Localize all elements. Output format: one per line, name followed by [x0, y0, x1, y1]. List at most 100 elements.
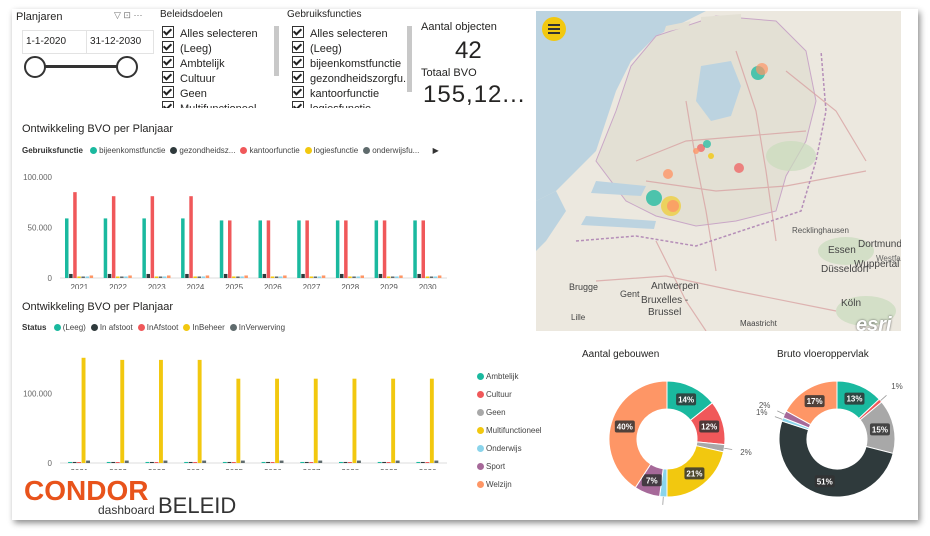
bar — [399, 275, 403, 278]
legend-item[interactable]: InVerwerving — [229, 323, 285, 332]
beleidsdoelen-scrollbar[interactable] — [274, 26, 279, 76]
legend-item[interactable]: InAfstoot — [137, 323, 178, 332]
category-legend-item[interactable]: Geen — [477, 408, 506, 417]
bar — [421, 220, 425, 278]
checkbox-checked-icon[interactable] — [292, 41, 304, 53]
data-label: 13% — [846, 395, 862, 404]
checkbox-checked-icon[interactable] — [162, 71, 174, 83]
bar — [128, 275, 132, 278]
x-tick-label: 2022 — [109, 283, 127, 289]
legend-item[interactable]: kantoorfunctie — [240, 146, 300, 155]
checkbox-checked-icon[interactable] — [292, 56, 304, 68]
bar — [309, 462, 314, 463]
bar — [420, 461, 425, 463]
checkbox-checked-icon[interactable] — [162, 41, 174, 53]
map-visual[interactable]: Recklinghausen Essen Dortmund Wuppertal … — [536, 11, 901, 331]
y-tick-label: 50.000 — [28, 224, 53, 233]
beleidsdoelen-option[interactable]: Ambtelijk — [162, 56, 225, 70]
range-end-handle[interactable] — [116, 56, 138, 78]
range-start-handle[interactable] — [24, 56, 46, 78]
gebruiksfuncties-option[interactable]: kantoorfunctie — [292, 86, 379, 100]
legend-label: onderwijsfu... — [372, 146, 420, 155]
gebruiksfuncties-option[interactable]: (Leeg) — [292, 41, 342, 55]
legend-item[interactable]: (Leeg) — [53, 323, 86, 332]
bar — [185, 273, 189, 278]
chart2-legend: Status (Leeg) In afstoot InAfstoot InBeheer… — [22, 323, 290, 332]
bar — [270, 276, 275, 278]
legend-item[interactable]: logiesfunctie — [304, 146, 358, 155]
checkbox-checked-icon[interactable] — [162, 56, 174, 68]
gebruiksfuncties-option[interactable]: bijeenkomstfunctie — [292, 56, 401, 70]
legend-item[interactable]: In afstoot — [90, 323, 133, 332]
donut1-title: Aantal gebouwen — [582, 349, 660, 360]
beleidsdoelen-option[interactable]: Geen — [162, 86, 207, 100]
legend-dot-icon — [477, 445, 484, 452]
category-legend-item[interactable]: Multifunctioneel — [477, 426, 542, 435]
bar — [434, 460, 439, 463]
bar — [275, 378, 279, 463]
leader-line — [774, 416, 783, 420]
legend-dot-icon — [229, 324, 237, 331]
chart1-title: Ontwikkeling BVO per Planjaar — [22, 123, 174, 135]
gebruiksfuncties-option[interactable]: Alles selecteren — [292, 26, 388, 40]
data-label-bg — [614, 420, 635, 433]
gebruiksfuncties-option-label: kantoorfunctie — [310, 88, 380, 100]
bar — [382, 461, 387, 463]
checkbox-checked-icon[interactable] — [162, 86, 174, 98]
bar — [124, 460, 129, 463]
bar — [356, 276, 360, 278]
category-legend-item[interactable]: Ambtelijk — [477, 372, 518, 381]
legend-item[interactable]: gezondheidsz... — [170, 146, 235, 155]
legend-item[interactable]: InBeheer — [183, 323, 225, 332]
legend-item[interactable]: onderwijsfu... — [363, 146, 419, 155]
data-label: 1% — [756, 408, 768, 417]
legend-dot-icon — [477, 481, 484, 488]
legend-dot-icon — [90, 324, 98, 331]
legend-item[interactable]: bijeenkomstfunctie — [90, 146, 165, 155]
bar — [374, 220, 379, 278]
beleidsdoelen-list: Alles selecteren (Leeg) Ambtelijk Cultuur Ge… — [162, 26, 280, 108]
map-menu-button[interactable] — [542, 17, 566, 41]
data-label-bg — [684, 467, 705, 480]
beleidsdoelen-option[interactable]: Multifunctioneel — [162, 101, 256, 108]
end-date-input[interactable]: 31-12-2030 — [86, 30, 154, 54]
bar — [433, 276, 438, 278]
bar — [65, 218, 69, 278]
checkbox-checked-icon[interactable] — [292, 101, 304, 108]
map-label: Düsseldorf — [821, 264, 869, 275]
x-tick-label: 2023 — [148, 468, 166, 470]
legend-label: bijeenkomstfunctie — [99, 146, 166, 155]
beleidsdoelen-option[interactable]: Alles selecteren — [162, 26, 258, 40]
gebruiksfuncties-option[interactable]: logiesfunctie — [292, 101, 371, 108]
legend-next-arrow-icon[interactable]: ▶ — [432, 146, 439, 155]
start-date-input[interactable]: 1-1-2020 — [22, 30, 88, 54]
x-tick-label: 2021 — [70, 283, 88, 289]
slicer-header-icons[interactable]: ▽ ⊡ ⋯ — [114, 10, 143, 20]
beleidsdoelen-option[interactable]: (Leeg) — [162, 41, 212, 55]
beleidsdoelen-option[interactable]: Cultuur — [162, 71, 215, 85]
checkbox-checked-icon[interactable] — [292, 26, 304, 38]
beleidsdoelen-title: Beleidsdoelen — [160, 9, 223, 20]
bar — [391, 378, 396, 463]
x-tick-label: 2022 — [109, 468, 127, 470]
gebruiksfuncties-scrollbar[interactable] — [407, 26, 412, 92]
data-label: 21% — [686, 469, 702, 478]
category-legend-item[interactable]: Cultuur — [477, 390, 512, 399]
category-legend-item[interactable]: Sport — [477, 462, 505, 471]
category-legend-item[interactable]: Welzijn — [477, 480, 512, 489]
legend-label: Welzijn — [486, 480, 512, 489]
category-legend-item[interactable]: Onderwijs — [477, 444, 522, 453]
bar — [111, 196, 116, 278]
checkbox-checked-icon[interactable] — [162, 26, 174, 38]
x-tick-label: 2025 — [225, 283, 243, 289]
checkbox-checked-icon[interactable] — [292, 71, 304, 83]
beleidsdoelen-option-label: Multifunctioneel — [180, 103, 256, 108]
legend-label: In afstoot — [99, 323, 133, 332]
bar — [236, 378, 241, 463]
bar — [77, 462, 81, 463]
gebruiksfuncties-option[interactable]: gezondheidszorgfu... — [292, 71, 410, 85]
checkbox-checked-icon[interactable] — [292, 86, 304, 98]
bar — [201, 276, 206, 278]
hamburger-icon — [548, 24, 560, 26]
checkbox-checked-icon[interactable] — [162, 101, 174, 108]
